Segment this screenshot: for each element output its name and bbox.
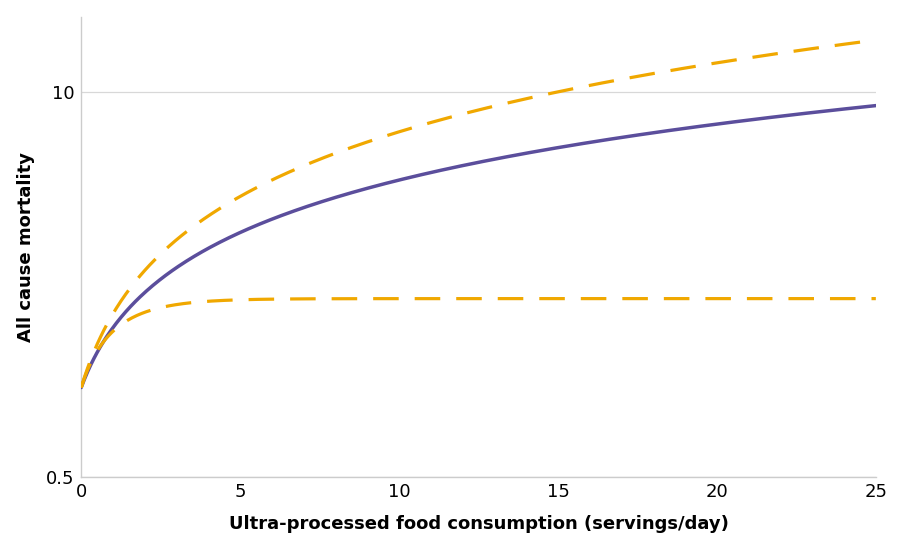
Y-axis label: All cause mortality: All cause mortality <box>16 152 34 342</box>
X-axis label: Ultra-processed food consumption (servings/day): Ultra-processed food consumption (servin… <box>228 515 728 534</box>
